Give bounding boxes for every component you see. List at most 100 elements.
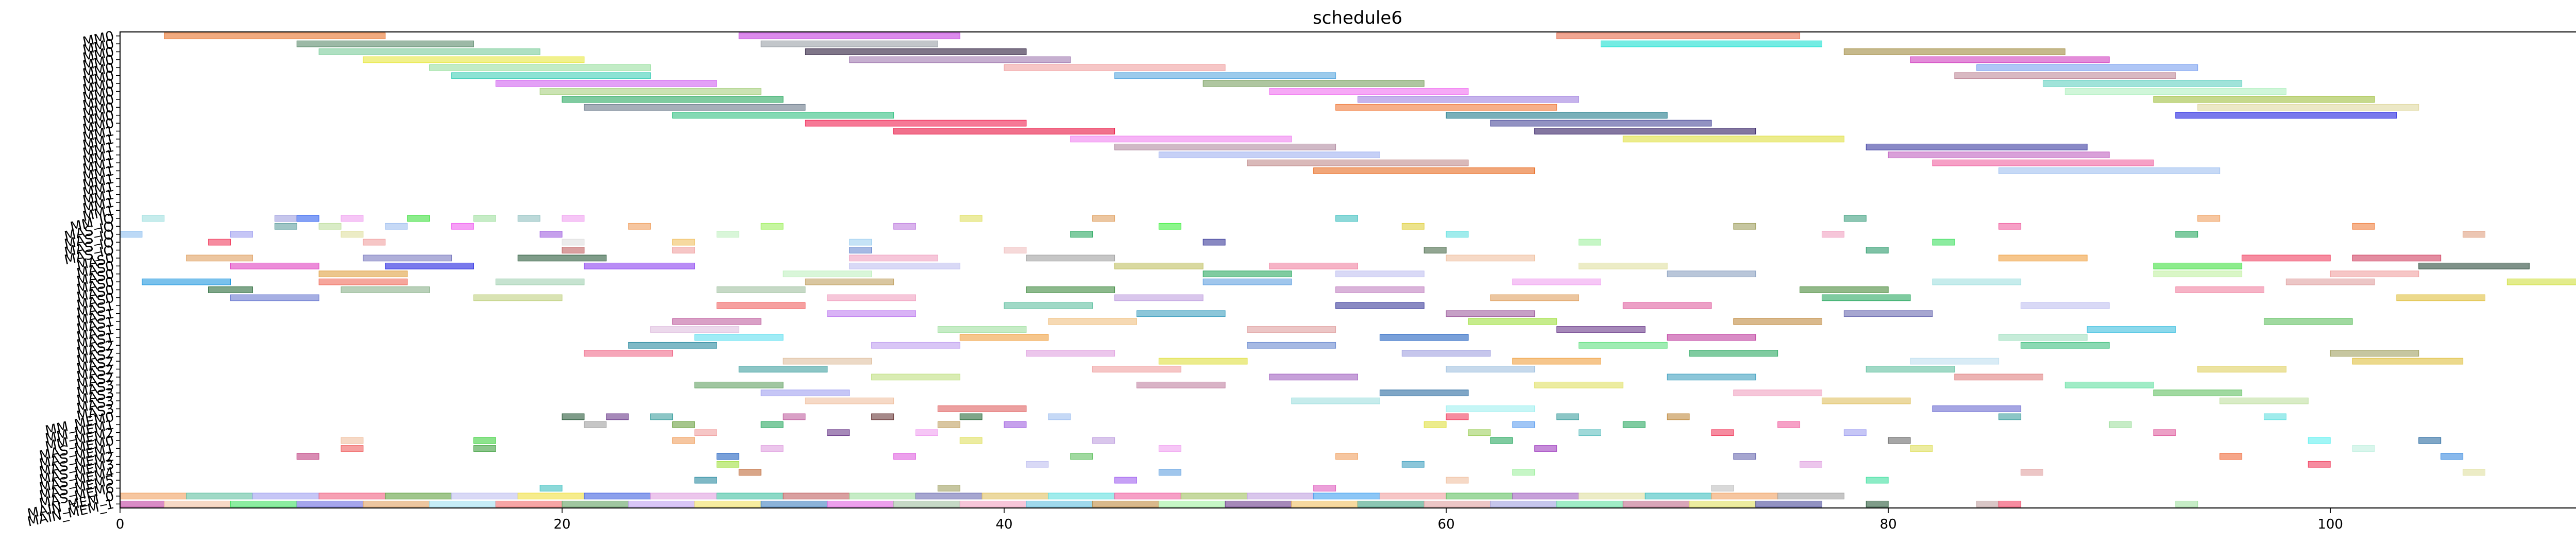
task-bar	[297, 453, 319, 460]
task-bar	[2463, 469, 2485, 476]
task-bar	[1159, 469, 1181, 476]
task-bar	[673, 318, 761, 325]
task-bar	[430, 501, 496, 507]
task-bar	[1402, 223, 1424, 229]
task-bar	[562, 247, 584, 253]
task-bar	[1535, 128, 1756, 134]
task-bar	[629, 342, 717, 348]
task-bar	[1623, 501, 1689, 507]
task-bar	[673, 437, 695, 444]
task-bar	[783, 358, 872, 364]
task-bar	[1557, 327, 1646, 333]
task-bar	[1402, 350, 1490, 357]
task-bar	[452, 223, 474, 229]
task-bar	[1910, 358, 1999, 364]
task-bar	[209, 287, 253, 293]
task-bar	[1822, 295, 1910, 301]
task-bar	[1711, 485, 1734, 491]
task-bar	[2419, 437, 2441, 444]
task-bar	[739, 469, 761, 476]
task-bar	[1756, 501, 1822, 507]
task-bar	[540, 231, 562, 237]
task-bar	[363, 501, 430, 507]
task-bar	[805, 279, 894, 285]
task-bar	[562, 96, 783, 103]
task-bar	[1711, 493, 1778, 499]
task-bar	[1822, 398, 1910, 404]
task-bar	[938, 485, 960, 491]
task-bar	[1203, 239, 1225, 245]
task-bar	[761, 501, 827, 507]
task-bar	[584, 350, 673, 357]
task-bar	[1004, 421, 1026, 428]
task-bar	[2154, 390, 2242, 396]
task-bar	[319, 223, 341, 229]
task-bar	[1115, 263, 1204, 269]
task-bar	[1446, 477, 1468, 483]
task-bar	[1734, 390, 1822, 396]
task-bar	[1203, 279, 1292, 285]
task-bar	[651, 493, 717, 499]
task-bar	[2176, 287, 2264, 293]
task-bar	[1269, 263, 1358, 269]
task-bar	[1490, 295, 1579, 301]
task-bar	[1446, 406, 1535, 412]
task-bar	[850, 247, 872, 253]
task-bar	[518, 493, 584, 499]
task-bar	[297, 501, 363, 507]
task-bar	[1336, 287, 1425, 293]
task-bar	[629, 501, 695, 507]
task-bar	[164, 501, 231, 507]
task-bar	[2198, 104, 2419, 110]
task-bar	[805, 120, 1026, 126]
task-bar	[341, 215, 363, 222]
task-bar	[606, 414, 629, 420]
task-bar	[1115, 73, 1336, 79]
task-bar	[1247, 327, 1336, 333]
task-bar	[1822, 231, 1844, 237]
task-bar	[1380, 493, 1446, 499]
task-bar	[1490, 501, 1557, 507]
task-bar	[319, 493, 385, 499]
task-bar	[1933, 160, 2154, 166]
task-bar	[584, 104, 805, 110]
task-bar	[1048, 318, 1137, 325]
task-bar	[473, 437, 496, 444]
task-bar	[496, 279, 584, 285]
task-bar	[2176, 231, 2198, 237]
task-bar	[872, 374, 960, 380]
task-bar	[562, 215, 584, 222]
task-bar	[562, 239, 584, 245]
task-bar	[629, 223, 651, 229]
task-bar	[1468, 430, 1490, 436]
task-bar	[2242, 255, 2331, 261]
plot-frame	[120, 32, 2576, 508]
task-bar	[319, 279, 408, 285]
task-bar	[1048, 414, 1071, 420]
task-bar	[1623, 302, 1711, 309]
task-bar	[363, 57, 584, 63]
task-bar	[2065, 382, 2154, 388]
task-bar	[187, 255, 253, 261]
task-bar	[1004, 247, 1026, 253]
task-bar	[1910, 446, 1933, 452]
task-bar	[2352, 255, 2441, 261]
task-bar	[1579, 493, 1646, 499]
x-tick-label: 20	[553, 517, 570, 532]
task-bar	[1535, 446, 1557, 452]
task-bar	[1026, 350, 1115, 357]
task-bar	[1380, 334, 1468, 341]
task-bar	[1424, 501, 1490, 507]
task-bar	[1424, 421, 1446, 428]
task-bar	[1866, 477, 1888, 483]
task-bar	[1513, 469, 1535, 476]
task-bar	[872, 414, 894, 420]
task-bar	[120, 493, 187, 499]
task-bar	[2463, 231, 2485, 237]
x-tick-label: 100	[2317, 517, 2343, 532]
task-bar	[1844, 311, 1933, 317]
task-bar	[2352, 223, 2375, 229]
task-bar	[408, 215, 430, 222]
task-bar	[540, 485, 562, 491]
task-bar	[1999, 168, 2220, 174]
